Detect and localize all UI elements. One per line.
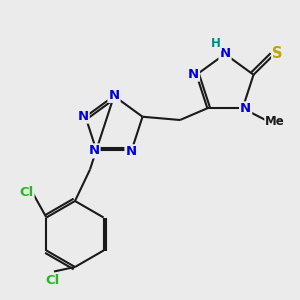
Text: N: N bbox=[125, 145, 136, 158]
Text: S: S bbox=[272, 46, 283, 62]
Text: N: N bbox=[77, 110, 88, 123]
Text: Me: Me bbox=[265, 115, 285, 128]
Text: Cl: Cl bbox=[45, 274, 60, 287]
Text: H: H bbox=[211, 37, 221, 50]
Text: N: N bbox=[240, 102, 251, 116]
Text: N: N bbox=[188, 68, 199, 81]
Text: N: N bbox=[219, 47, 231, 60]
Text: N: N bbox=[108, 89, 120, 102]
Text: Cl: Cl bbox=[19, 185, 34, 199]
Text: N: N bbox=[88, 144, 100, 158]
